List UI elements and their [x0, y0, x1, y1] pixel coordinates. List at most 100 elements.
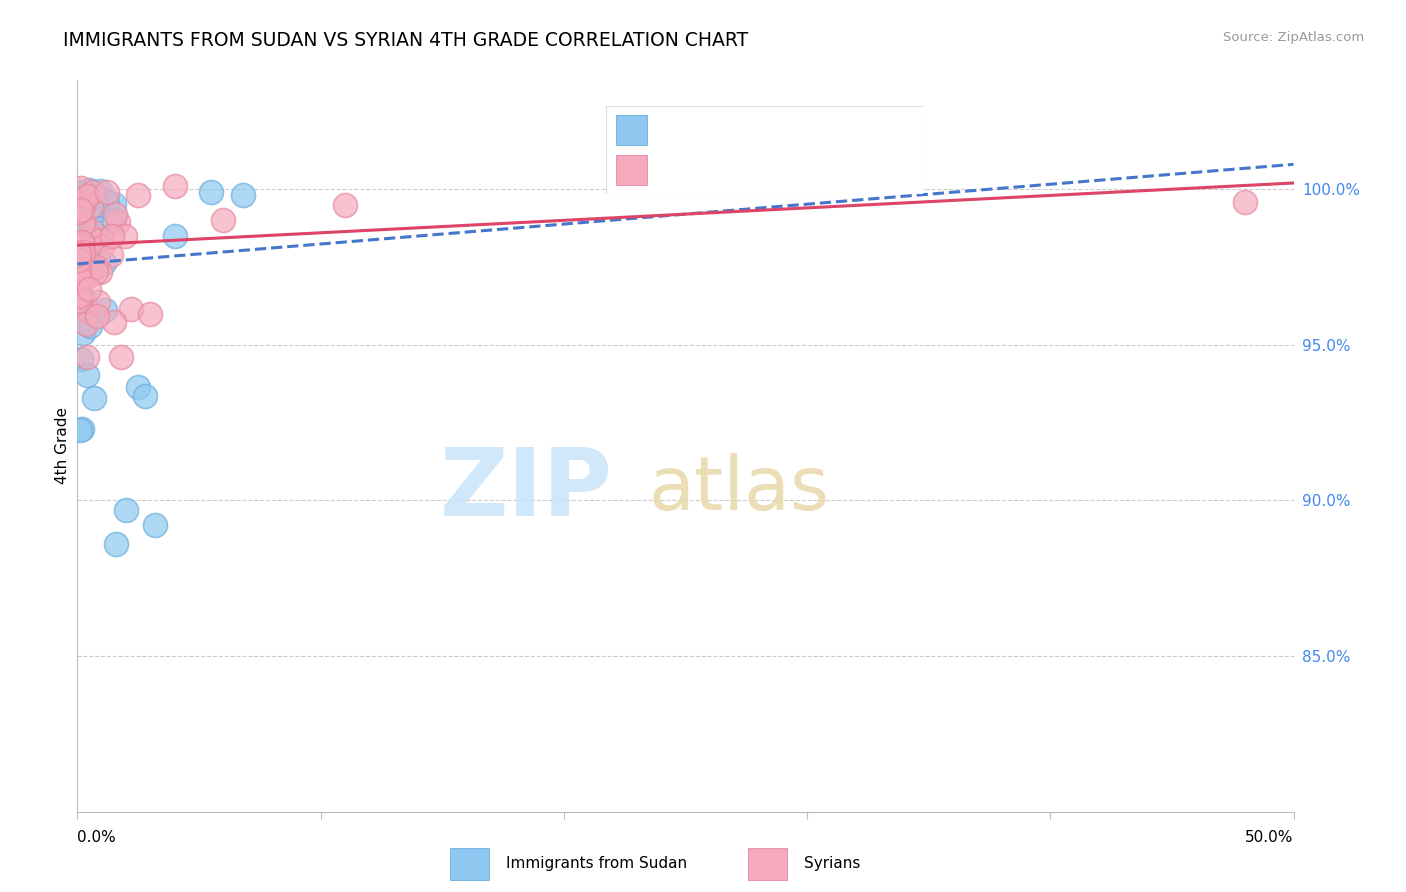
Point — [67, 268, 90, 282]
Point — [96, 194, 118, 209]
Y-axis label: 4th Grade: 4th Grade — [55, 408, 70, 484]
Point — [67, 301, 90, 315]
Point — [134, 389, 156, 403]
Point — [87, 235, 110, 249]
Point — [89, 265, 111, 279]
Point — [139, 307, 162, 321]
Point — [67, 202, 90, 216]
Point — [77, 183, 100, 197]
Point — [94, 302, 117, 317]
Text: 0.0%: 0.0% — [77, 830, 117, 846]
Point — [84, 202, 107, 217]
Point — [67, 288, 90, 302]
Point — [70, 351, 93, 366]
Point — [69, 290, 91, 304]
Point — [70, 186, 93, 200]
Point — [163, 179, 186, 194]
Point — [115, 503, 138, 517]
Point — [105, 537, 128, 551]
Point — [120, 301, 142, 316]
Point — [86, 202, 108, 217]
Point — [163, 228, 186, 243]
Point — [143, 517, 166, 532]
Text: atlas: atlas — [650, 453, 830, 526]
Point — [82, 239, 104, 253]
Point — [72, 230, 94, 244]
Point — [86, 198, 108, 212]
Point — [67, 267, 90, 281]
Point — [107, 215, 129, 229]
Point — [67, 252, 90, 267]
Point — [110, 350, 132, 364]
Point — [333, 198, 356, 212]
Point — [232, 188, 254, 202]
Point — [67, 246, 90, 260]
Point — [84, 234, 107, 248]
Text: ZIP: ZIP — [440, 444, 613, 536]
Point — [72, 217, 94, 231]
Point — [67, 255, 90, 269]
Point — [80, 224, 103, 238]
Point — [103, 213, 125, 227]
Point — [67, 289, 90, 303]
Point — [69, 208, 91, 222]
Point — [70, 235, 93, 250]
Point — [69, 293, 91, 308]
Point — [1233, 194, 1256, 209]
Point — [103, 196, 125, 211]
Point — [75, 248, 97, 262]
Point — [80, 199, 103, 213]
Point — [70, 289, 93, 303]
Point — [69, 423, 91, 437]
Point — [90, 192, 112, 206]
Point — [96, 186, 118, 200]
Point — [67, 238, 90, 252]
Point — [93, 256, 115, 270]
Point — [69, 272, 91, 286]
Point — [100, 229, 122, 244]
Point — [70, 422, 93, 436]
Point — [90, 233, 112, 247]
Point — [67, 204, 90, 219]
Point — [73, 235, 96, 250]
Text: Syrians: Syrians — [804, 855, 860, 871]
Point — [72, 245, 94, 260]
Point — [127, 379, 149, 393]
Point — [72, 326, 94, 340]
Point — [76, 188, 98, 202]
Point — [67, 262, 90, 277]
Point — [76, 350, 98, 364]
Point — [72, 238, 94, 252]
Point — [69, 268, 91, 283]
Point — [84, 265, 107, 279]
Text: Immigrants from Sudan: Immigrants from Sudan — [506, 855, 688, 871]
Point — [75, 241, 97, 255]
Point — [70, 202, 93, 217]
Point — [200, 186, 222, 200]
Text: Source: ZipAtlas.com: Source: ZipAtlas.com — [1223, 31, 1364, 45]
Point — [69, 250, 91, 264]
Point — [86, 260, 108, 275]
Point — [67, 293, 90, 308]
Point — [82, 186, 104, 200]
Point — [72, 219, 94, 233]
Point — [87, 294, 110, 309]
Point — [114, 228, 136, 243]
Point — [104, 207, 127, 221]
Point — [127, 188, 149, 202]
Point — [77, 304, 100, 318]
Point — [79, 318, 101, 333]
Point — [75, 317, 97, 331]
Point — [89, 184, 111, 198]
FancyBboxPatch shape — [748, 848, 787, 880]
Point — [70, 181, 93, 195]
Point — [86, 309, 108, 323]
Point — [73, 246, 96, 260]
Point — [103, 315, 125, 329]
Point — [76, 269, 98, 284]
Point — [69, 186, 91, 200]
Point — [73, 239, 96, 253]
Point — [100, 248, 122, 262]
Point — [72, 252, 94, 266]
Point — [83, 391, 105, 405]
